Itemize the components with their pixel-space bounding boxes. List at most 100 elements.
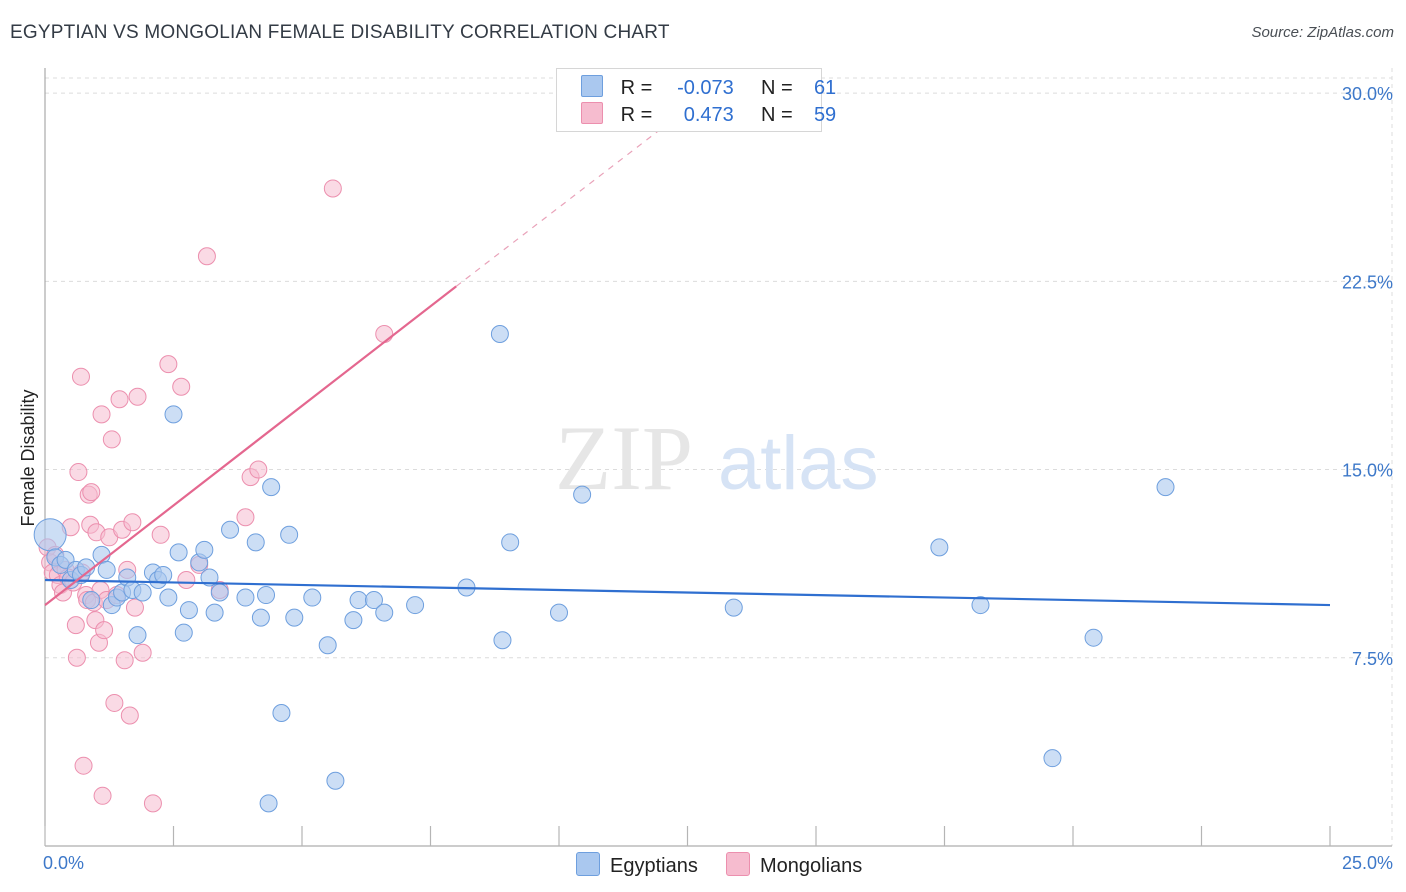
egyptians-point: [251, 608, 270, 627]
egyptians-point: [174, 623, 193, 642]
mongolians-points: [38, 179, 394, 813]
mongolians-legend-swatch: [726, 852, 750, 876]
mongolians-point: [143, 794, 162, 813]
egyptians-point: [971, 596, 990, 615]
egyptians-point: [236, 588, 255, 607]
mongolians-point: [110, 390, 129, 409]
egyptians-legend-label: Egyptians: [610, 855, 698, 877]
mongolians-point: [125, 598, 144, 617]
egyptians-point: [303, 588, 322, 607]
mongolians-point: [93, 786, 112, 805]
mongolians-point: [236, 508, 255, 527]
egyptians-point: [1043, 749, 1062, 768]
mongolians-point: [92, 405, 111, 424]
mongolians-point: [133, 643, 152, 662]
egyptians-r-value: -0.073: [677, 77, 734, 99]
watermark-atlas: atlas: [718, 421, 879, 506]
egyptians-point: [164, 405, 183, 424]
egyptians-point: [33, 518, 67, 552]
egyptians-point: [210, 583, 229, 602]
egyptians-point: [349, 591, 368, 610]
mongolians-legend-label: Mongolians: [760, 855, 863, 877]
trend-lines: [44, 127, 1331, 607]
egyptians-n-label: N =: [760, 77, 793, 99]
mongolians-point: [159, 355, 178, 374]
watermark: ZIP atlas: [555, 407, 879, 509]
legend-row-mongolians: R = 0.473 N = 59: [581, 102, 836, 126]
egyptians-point: [257, 586, 276, 605]
tick-labels: 7.5% 15.0% 22.5% 30.0% 0.0% 25.0%: [43, 84, 1393, 873]
mongolians-point: [82, 483, 101, 502]
egyptians-r-label: R =: [620, 77, 653, 99]
mongolians-point: [375, 325, 394, 344]
egyptians-point: [406, 596, 425, 615]
source-label: Source: ZipAtlas.com: [1251, 24, 1394, 41]
egyptians-point: [195, 540, 214, 559]
bottom-legend-egyptians[interactable]: Egyptians: [576, 852, 698, 878]
mongolians-point: [123, 513, 142, 532]
mongolians-r-value: 0.473: [683, 104, 734, 126]
mongolians-point: [172, 377, 191, 396]
egyptians-point: [493, 631, 512, 650]
y-axis-label: Female Disability: [18, 389, 38, 526]
egyptians-point: [490, 325, 509, 344]
egyptians-point: [375, 603, 394, 622]
bottom-legend-mongolians[interactable]: Mongolians: [726, 852, 862, 878]
x-tick-label-min: 0.0%: [43, 853, 84, 873]
egyptians-point: [318, 636, 337, 655]
y-tick-label: 30.0%: [1342, 84, 1393, 104]
mongolians-swatch: [581, 102, 603, 124]
egyptians-point: [169, 543, 188, 562]
egyptians-point: [179, 601, 198, 620]
mongolians-n-label: N =: [760, 104, 793, 126]
legend-box: R = -0.073 N = 61 R = 0.473 N = 59: [556, 68, 836, 132]
mongolians-point: [177, 570, 196, 589]
grid-lines: [45, 68, 1393, 846]
mongolians-point: [74, 756, 93, 775]
y-tick-label: 15.0%: [1342, 461, 1393, 481]
mongolians-point: [105, 693, 124, 712]
mongolians-point: [323, 179, 342, 198]
egyptians-point: [262, 478, 281, 497]
egyptians-point: [82, 591, 101, 610]
egyptians-point: [501, 533, 520, 552]
mongolians-point: [120, 706, 139, 725]
egyptians-point: [246, 533, 265, 552]
egyptians-point: [154, 565, 173, 584]
mongolians-n-value: 59: [813, 104, 837, 126]
mongolians-point: [115, 651, 134, 670]
chart-title: EGYPTIAN VS MONGOLIAN FEMALE DISABILITY …: [10, 22, 670, 43]
egyptians-point: [159, 588, 178, 607]
mongolians-point: [67, 648, 86, 667]
egyptians-swatch: [581, 75, 603, 97]
egyptians-point: [1084, 628, 1103, 647]
x-tick-label-max: 25.0%: [1342, 853, 1393, 873]
egyptians-point: [205, 603, 224, 622]
mongolians-trend-line: [44, 285, 457, 606]
egyptians-point: [930, 538, 949, 557]
egyptians-point: [326, 771, 345, 790]
egyptians-point: [128, 626, 147, 645]
egyptians-trend-line: [44, 578, 1331, 607]
y-tick-label: 22.5%: [1342, 272, 1393, 292]
egyptians-point: [573, 485, 592, 504]
egyptians-n-value: 61: [813, 77, 837, 99]
mongolians-point: [151, 525, 170, 544]
legend-row-egyptians: R = -0.073 N = 61: [581, 75, 836, 99]
mongolians-point: [102, 430, 121, 449]
egyptians-point: [280, 525, 299, 544]
egyptians-point: [259, 794, 278, 813]
mongolians-point: [69, 463, 88, 482]
egyptians-point: [344, 611, 363, 630]
mongolians-trend-extension: [455, 127, 663, 287]
mongolians-point: [95, 621, 114, 640]
mongolians-r-label: R =: [620, 104, 653, 126]
mongolians-point: [71, 367, 90, 386]
egyptians-legend-swatch: [576, 852, 600, 876]
egyptians-point: [272, 703, 291, 722]
egyptians-point: [724, 598, 743, 617]
mongolians-point: [249, 460, 268, 479]
egyptians-point: [200, 568, 219, 587]
egyptians-point: [221, 520, 240, 539]
